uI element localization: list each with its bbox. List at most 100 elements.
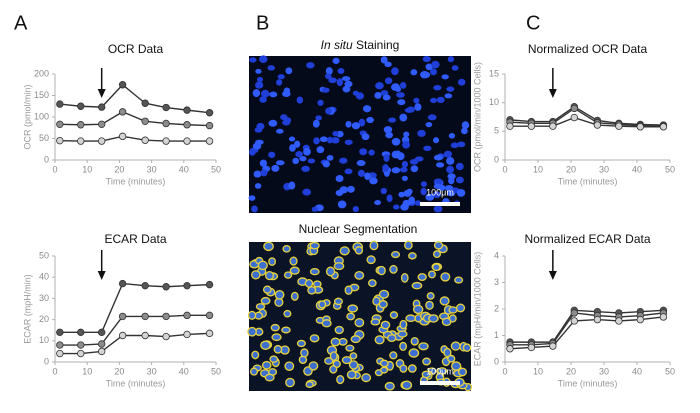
nucleus: [357, 169, 365, 177]
nucleus: [457, 78, 466, 86]
segmented-nucleus: [366, 255, 376, 265]
y-tick-label: 0: [494, 356, 499, 366]
nucleus: [280, 114, 288, 121]
nucleus: [417, 129, 426, 137]
segmented-nucleus: [405, 314, 417, 323]
x-tick-label: 40: [179, 366, 189, 376]
nucleus: [351, 122, 361, 130]
nucleus: [282, 119, 291, 126]
segmented-nucleus: [369, 240, 379, 251]
segmented-nucleus: [290, 291, 299, 301]
nucleus: [396, 92, 405, 98]
nucleus: [325, 107, 332, 115]
data-point: [56, 328, 64, 337]
data-point: [570, 104, 578, 113]
data-point: [97, 328, 106, 337]
segmented-nucleus: [262, 285, 272, 294]
y-tick-label: 3: [494, 277, 499, 287]
x-axis-label: Time (minutes): [106, 378, 166, 388]
nucleus: [289, 144, 296, 152]
nuclei: [248, 55, 470, 213]
x-tick-label: 0: [52, 366, 57, 376]
nucleus: [460, 127, 468, 135]
nucleus: [399, 82, 407, 89]
data-point: [56, 120, 64, 129]
segmented-nucleus: [255, 303, 266, 311]
data-point: [77, 328, 85, 337]
nucleus: [420, 187, 427, 196]
segmented-nucleus: [408, 348, 420, 358]
nucleus: [366, 116, 374, 124]
injection-arrowhead: [548, 89, 557, 98]
nucleus: [288, 136, 296, 142]
nucleus: [355, 92, 364, 100]
nucleus: [420, 181, 427, 188]
segmented-nucleus: [296, 339, 306, 348]
nucleus: [301, 165, 310, 172]
nucleus: [339, 157, 348, 164]
data-point: [183, 121, 191, 129]
x-tick-label: 20: [566, 164, 576, 174]
segmented-nucleus: [260, 340, 271, 350]
nucleus: [456, 188, 466, 197]
nucleus: [346, 185, 355, 193]
segmented-nucleus: [283, 271, 293, 279]
nucleus: [403, 189, 412, 197]
data-point: [56, 341, 64, 349]
segmented-nucleus: [391, 250, 401, 259]
segmented-nucleus: [347, 304, 359, 313]
nucleus: [352, 205, 359, 213]
nucleus: [432, 191, 442, 198]
nucleus: [446, 86, 455, 92]
nucleus: [319, 136, 328, 143]
y-tick-label: 100: [34, 111, 49, 121]
segmented-nucleus: [309, 334, 320, 343]
segmented-nucleus: [309, 241, 320, 250]
segmented-nucleus: [379, 359, 389, 368]
segmented-nucleus: [354, 270, 365, 280]
x-tick-label: 10: [82, 366, 92, 376]
segmented-nucleus: [417, 273, 427, 281]
segmented-nucleus: [339, 246, 350, 256]
segmented-nucleus: [282, 245, 291, 253]
segmented-nucleus: [325, 266, 336, 277]
nucleus: [342, 85, 351, 93]
nucleus: [275, 160, 285, 166]
nucleus: [359, 148, 368, 156]
injection-arrowhead: [97, 271, 106, 280]
nucleus: [299, 155, 307, 162]
nucleus: [251, 205, 258, 213]
chart-title: Normalized ECAR Data: [524, 232, 650, 246]
data-point: [162, 119, 170, 128]
x-tick-label: 30: [599, 366, 609, 376]
nucleus: [395, 86, 402, 92]
nucleus: [277, 74, 285, 80]
nucleus: [294, 140, 301, 148]
nucleus: [268, 151, 276, 158]
x-tick-label: 50: [665, 164, 675, 174]
nucleus: [267, 65, 276, 71]
nucleus: [322, 161, 330, 168]
nucleus: [253, 170, 262, 178]
segmented-nucleus: [384, 381, 395, 391]
segmented-nucleus: [349, 352, 358, 360]
data-point: [162, 283, 170, 291]
scale-bar-label: 100μm: [426, 187, 454, 197]
nucleus: [295, 150, 304, 158]
nucleus: [326, 154, 334, 161]
x-tick-label: 50: [211, 164, 221, 174]
segmented-nucleus: [350, 335, 361, 344]
segmented-nucleus: [289, 266, 300, 275]
x-tick-label: 50: [665, 366, 675, 376]
data-point: [118, 108, 127, 116]
nucleus: [368, 149, 375, 156]
segmented-nucleus: [307, 286, 317, 295]
nucleus: [369, 177, 378, 185]
segmented-nucleus: [289, 256, 298, 266]
nucleus: [254, 139, 264, 145]
nucleus: [384, 61, 392, 68]
segmented-nucleus: [354, 317, 365, 328]
segmented-nucleus: [377, 265, 386, 276]
segmented-nucleus: [324, 357, 334, 365]
